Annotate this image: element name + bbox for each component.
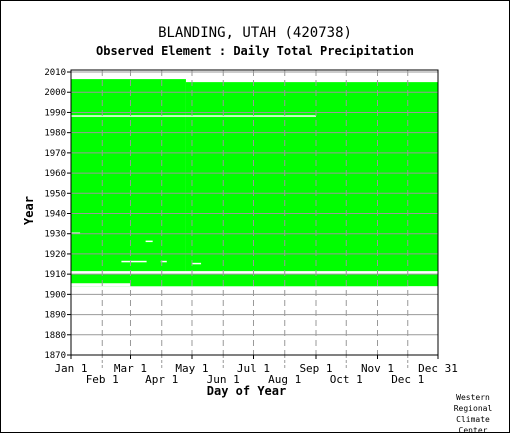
missing-data-gap (145, 240, 153, 243)
missing-data-gap (71, 283, 131, 287)
x-axis-label: Day of Year (207, 384, 286, 398)
y-tick-label: 2010 (44, 68, 66, 78)
x-tick-label: Apr 1 (145, 373, 178, 386)
y-tick-label: 1990 (44, 108, 66, 118)
chart-subtitle: Observed Element : Daily Total Precipita… (96, 44, 414, 58)
x-tick-label: Oct 1 (330, 373, 363, 386)
x-tick-label: May 1 (175, 362, 208, 375)
credit-line: Climate (456, 415, 490, 424)
y-tick-label: 1940 (44, 210, 66, 220)
credit-line: Center (458, 426, 488, 435)
x-tick-label: Sep 1 (299, 362, 332, 375)
x-tick-label: Nov 1 (361, 362, 394, 375)
credit-line: Western (456, 393, 490, 402)
missing-data-gap (121, 260, 147, 263)
data-block (71, 79, 186, 273)
x-tick-label: Dec 1 (391, 373, 424, 386)
y-tick-label: 1980 (44, 129, 66, 139)
missing-data-gap (191, 262, 202, 265)
y-tick-label: 1880 (44, 331, 66, 341)
axis-layer (67, 69, 439, 369)
data-layer (71, 79, 438, 289)
missing-data-gap (71, 272, 438, 275)
missing-data-gap (71, 115, 317, 117)
x-tick-label: Feb 1 (86, 373, 119, 386)
y-tick-label: 1950 (44, 189, 66, 199)
missing-data-gap (160, 260, 167, 263)
y-tick-label: 1900 (44, 290, 66, 300)
grid-layer (71, 70, 438, 356)
x-tick-label: Jul 1 (237, 362, 270, 375)
y-tick-label: 1890 (44, 311, 66, 321)
y-tick-label: 1920 (44, 250, 66, 260)
y-tick-label: 1960 (44, 169, 66, 179)
y-tick-label: 1870 (44, 351, 66, 361)
credit-line: Regional (453, 404, 493, 413)
x-tick-label: Mar 1 (114, 362, 147, 375)
x-tick-label: Aug 1 (268, 373, 301, 386)
missing-data-gap (407, 286, 438, 289)
y-axis-label: Year (22, 196, 36, 225)
y-tick-label: 1970 (44, 149, 66, 159)
x-tick-label: Jun 1 (207, 373, 240, 386)
plot-border (70, 69, 439, 356)
y-tick-label: 1910 (44, 270, 66, 280)
missing-data-gap (71, 271, 438, 273)
y-tick-label: 1930 (44, 230, 66, 240)
label-layer: 2010 2000 1990 1980 1970 1960 1950 1940 1930 1920… (22, 68, 458, 398)
x-tick-label: Dec 31 (418, 362, 458, 375)
wrcc-credit: Western Regional Climate Center (453, 392, 493, 436)
data-block (185, 82, 438, 273)
chart-title: BLANDING, UTAH (420738) (158, 25, 352, 41)
y-tick-label: 2000 (44, 88, 66, 98)
x-tick-label: Jan 1 (54, 362, 87, 375)
